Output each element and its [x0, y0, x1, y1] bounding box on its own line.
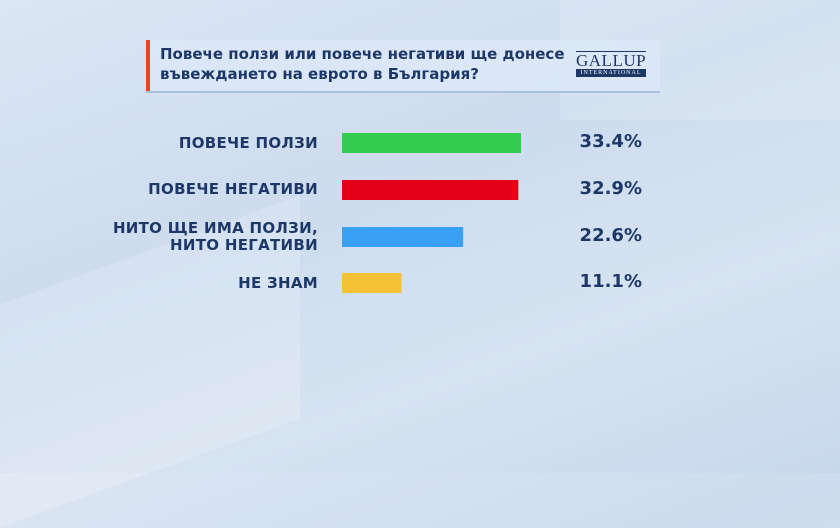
- question-header: Повече ползи или повече негативи ще доне…: [146, 40, 660, 93]
- logo-name: GALLUP: [576, 51, 647, 70]
- question-title: Повече ползи или повече негативи ще доне…: [160, 45, 565, 83]
- category-label: ПОВЕЧЕ ПОЛЗИ: [178, 134, 318, 152]
- bar-chart: [342, 133, 521, 293]
- bar: [342, 227, 464, 247]
- category-label: НЕ ЗНАМ: [238, 274, 318, 292]
- bar: [342, 180, 519, 200]
- bar: [342, 273, 402, 293]
- value-label: 22.6%: [579, 225, 642, 246]
- value-label: 32.9%: [579, 178, 642, 199]
- bar: [342, 133, 521, 153]
- category-label: ПОВЕЧЕ НЕГАТИВИ: [148, 180, 318, 198]
- accent-bar: [146, 40, 150, 91]
- logo-sub: INTERNATIONAL: [576, 69, 646, 77]
- value-label: 33.4%: [579, 131, 642, 152]
- category-label: НИТО ЩЕ ИМА ПОЛЗИ, НИТО НЕГАТИВИ: [112, 219, 318, 254]
- gallup-logo: GALLUP INTERNATIONAL: [576, 51, 646, 77]
- value-label: 11.1%: [579, 271, 642, 292]
